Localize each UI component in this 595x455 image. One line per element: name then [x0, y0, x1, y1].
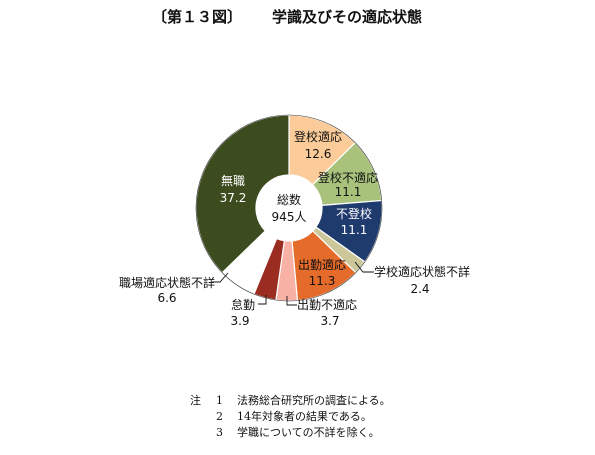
slice-value-label: 11.1 — [341, 223, 368, 237]
note-text: 学職についての不詳を除く。 — [237, 426, 380, 439]
leader-line — [286, 296, 297, 306]
slice-label: 怠勤 — [231, 298, 255, 312]
note-number: 3 — [216, 426, 223, 439]
slice-label: 出勤不適応 — [297, 297, 357, 312]
center-label-line2: 945人 — [272, 210, 307, 224]
slice-label: 登校適応 — [294, 129, 342, 144]
slice-value-label: 12.6 — [305, 147, 332, 161]
center-label-line1: 総数 — [277, 192, 301, 207]
leader-line — [354, 261, 374, 273]
note-text: 法務総合研究所の調査による。 — [237, 394, 391, 407]
leader-line — [258, 295, 267, 305]
donut-outline — [195, 114, 383, 302]
slice-label: 不登校 — [336, 206, 372, 221]
donut-chart: 登校適応12.6登校不適応11.1不登校11.1学校適応状態不詳2.4出勤適応1… — [119, 114, 470, 328]
donut-hole — [256, 175, 322, 241]
slice-value-label: 6.6 — [157, 291, 176, 305]
figure-label: 〔第１３図〕 — [152, 8, 243, 26]
slice-value-label: 37.2 — [220, 191, 247, 205]
notes-head: 注 — [190, 394, 201, 407]
slice-value-label: 3.7 — [320, 314, 339, 328]
slice-label: 登校不適応 — [318, 170, 378, 185]
note-text: 14年対象者の結果である。 — [237, 410, 372, 423]
slice-value-label: 3.9 — [230, 314, 249, 328]
slice-label: 無職 — [221, 173, 245, 188]
title-text: 学識及びその適応状態 — [272, 8, 423, 26]
slice-label: 職場適応状態不詳 — [119, 275, 215, 290]
slice-value-label: 2.4 — [410, 282, 429, 296]
note-number: 1 — [216, 394, 223, 407]
note-number: 2 — [216, 410, 223, 423]
chart-title: 〔第１３図〕 学識及びその適応状態 — [0, 6, 595, 30]
slice-value-label: 11.3 — [309, 274, 336, 288]
slice-value-label: 11.1 — [335, 185, 362, 199]
slice-label: 出勤適応 — [298, 257, 346, 272]
leader-line — [212, 272, 229, 283]
slice-label: 学校適応状態不詳 — [374, 264, 470, 279]
